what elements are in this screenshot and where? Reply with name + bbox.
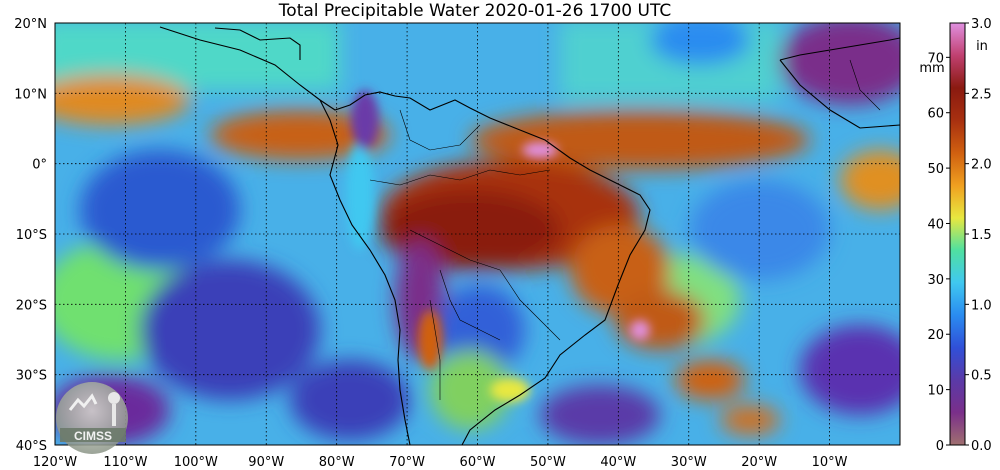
colorbar-mm-label: 50 xyxy=(927,162,944,177)
lat-label: 10°S xyxy=(16,228,47,243)
colorbar-in-label: 1.5 xyxy=(971,228,992,243)
lat-label: 30°S xyxy=(16,369,47,384)
lon-label: 20°W xyxy=(741,455,777,470)
lon-label: 10°W xyxy=(812,455,848,470)
colorbar-inch-ticks: 0.0 0.5 1.0 1.5 2.0 2.5 3.0 xyxy=(965,17,992,454)
colorbar-in-label: 3.0 xyxy=(971,17,992,32)
lat-label: 20°S xyxy=(16,298,47,313)
colorbar-in-label: 2.0 xyxy=(971,158,992,173)
colorbar-in-label: 1.0 xyxy=(971,298,992,313)
lat-label: 0° xyxy=(32,158,47,173)
colorbar-in-label: 0.5 xyxy=(971,369,992,384)
cimss-logo-text: CIMSS xyxy=(74,429,112,443)
colorbar-scale xyxy=(949,22,966,446)
lat-label: 40°S xyxy=(16,439,47,454)
colorbar-mm-label: 40 xyxy=(927,217,944,232)
coastlines xyxy=(159,26,900,445)
colorbar-in-label: 0.0 xyxy=(971,439,992,454)
lon-label: 60°W xyxy=(460,455,496,470)
map-frame xyxy=(54,22,901,446)
lon-label: 80°W xyxy=(319,455,355,470)
lon-label: 40°W xyxy=(600,455,636,470)
longitude-labels: 120°W 110°W 100°W 90°W 80°W 70°W 60°W 50°W 40°W 3… xyxy=(33,455,848,470)
colorbar-mm-label: 70 xyxy=(927,51,944,66)
colorbar-mm-label: 10 xyxy=(927,384,944,399)
colorbar-mm-ticks: 0 10 20 30 40 50 60 70 xyxy=(927,51,950,454)
colorbar-in-unit: in xyxy=(976,39,988,54)
colorbar-mm-label: 0 xyxy=(936,439,944,454)
page-title: Total Precipitable Water 2020-01-26 1700… xyxy=(278,1,672,21)
colorbar-mm-label: 20 xyxy=(927,328,944,343)
cimss-logo: CIMSS xyxy=(56,382,128,454)
colorbar-in-label: 2.5 xyxy=(971,87,992,102)
lon-label: 90°W xyxy=(248,455,284,470)
graticule xyxy=(55,23,900,445)
lat-label: 10°N xyxy=(14,87,47,102)
lon-label: 110°W xyxy=(103,455,147,470)
lon-label: 100°W xyxy=(174,455,218,470)
lon-label: 30°W xyxy=(671,455,707,470)
colorbar: 0 10 20 30 40 50 60 70 0.0 0.5 1.0 1.5 2.0 2.5 3.0 mm… xyxy=(919,17,991,454)
tpw-field xyxy=(55,23,900,445)
country-borders xyxy=(369,59,881,400)
colorbar-mm-label: 60 xyxy=(927,107,944,122)
lon-label: 50°W xyxy=(530,455,566,470)
colorbar-mm-label: 30 xyxy=(927,273,944,288)
lon-label: 70°W xyxy=(389,455,425,470)
lat-label: 20°N xyxy=(14,17,47,32)
latitude-labels: 20°N 10°N 0° 10°S 20°S 30°S 40°S xyxy=(14,17,47,454)
lon-label: 120°W xyxy=(33,455,77,470)
colorbar-mm-unit: mm xyxy=(919,61,944,76)
